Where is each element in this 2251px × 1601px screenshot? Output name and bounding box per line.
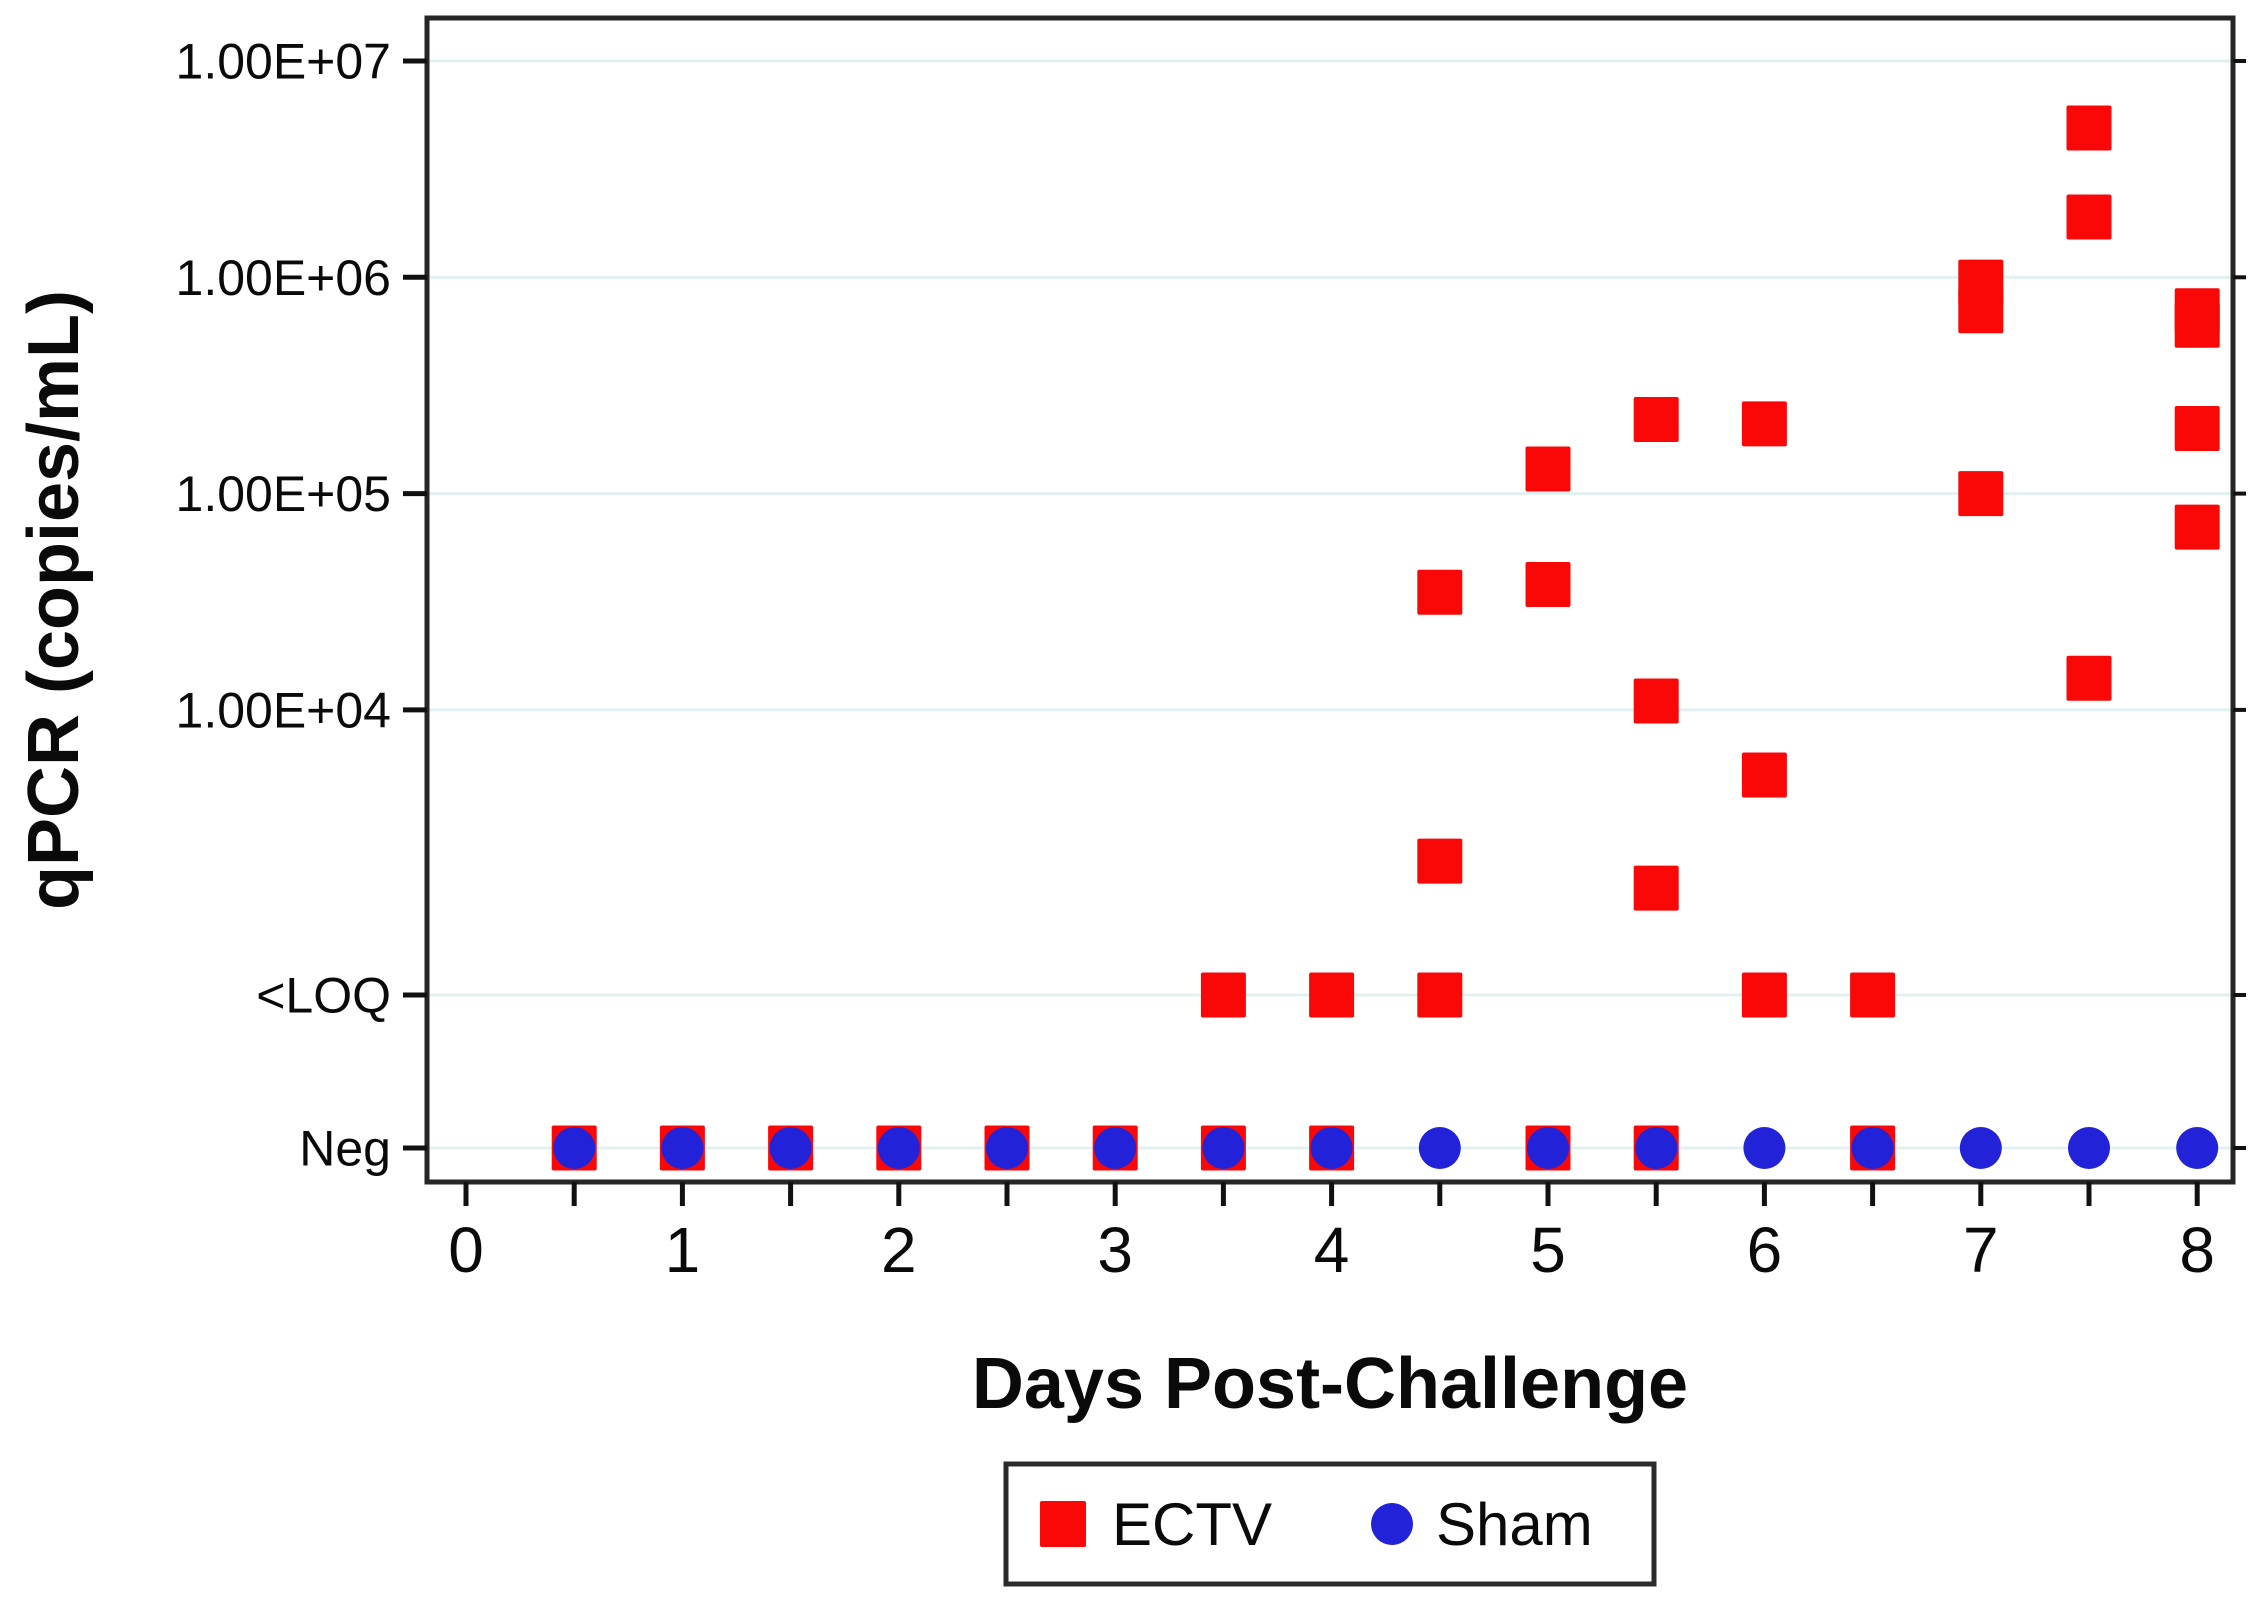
y-tick-label: 1.00E+04: [176, 682, 391, 738]
legend-ectv-label: ECTV: [1112, 1491, 1272, 1558]
sham-data-point: [1202, 1127, 1245, 1169]
y-tick-label: 1.00E+06: [176, 250, 391, 306]
ectv-data-point: [1417, 972, 1463, 1018]
ectv-data-point: [2066, 105, 2112, 151]
ectv-data-point: [1200, 972, 1246, 1018]
sham-data-point: [986, 1127, 1028, 1169]
sham-data-point: [2068, 1127, 2110, 1169]
y-tick-label: 1.00E+05: [176, 466, 391, 522]
sham-data-point: [1527, 1127, 1569, 1169]
ectv-data-point: [1958, 288, 2004, 334]
sham-data-point: [769, 1127, 812, 1169]
sham-data-point: [1743, 1127, 1786, 1169]
y-axis-title: qPCR (copies/mL): [14, 290, 94, 910]
sham-data-point: [877, 1127, 920, 1169]
ectv-data-point: [1309, 972, 1355, 1018]
sham-data-point: [1851, 1127, 1894, 1169]
plot-area: 1.00E+07 1.00E+06 1.00E+05 1.00E+04 <LOQ Neg 0…: [176, 15, 2246, 1286]
y-tick-label: <LOQ: [256, 968, 391, 1024]
ectv-data-point: [1633, 865, 1679, 911]
ectv-data-point: [1525, 446, 1571, 492]
sham-data-point: [553, 1127, 596, 1169]
y-tick-label: Neg: [299, 1121, 391, 1177]
ectv-data-point: [1741, 752, 1787, 798]
ectv-data-point: [1633, 397, 1679, 443]
ectv-data-point: [2174, 405, 2220, 451]
sham-data-point: [1094, 1127, 1137, 1169]
y-tick-label: 1.00E+07: [176, 34, 391, 90]
x-tick-label: 4: [1314, 1214, 1350, 1286]
ectv-data-point: [1633, 678, 1679, 724]
x-tick-label: 8: [2179, 1214, 2215, 1286]
legend: ECTV Sham: [1003, 1461, 1657, 1587]
sham-data-point: [1310, 1127, 1353, 1169]
sham-data-point: [1635, 1127, 1678, 1169]
legend-sham-label: Sham: [1436, 1491, 1593, 1558]
ectv-data-point: [1417, 569, 1463, 615]
ectv-data-point: [1417, 838, 1463, 884]
x-tick-label: 2: [881, 1214, 917, 1286]
x-tick-label: 5: [1530, 1214, 1566, 1286]
ectv-data-point: [1741, 401, 1787, 447]
ectv-data-point: [1525, 561, 1571, 607]
ectv-data-point: [2066, 194, 2112, 240]
sham-data-point: [1418, 1127, 1461, 1169]
ectv-data-point: [2066, 655, 2112, 701]
x-tick-label: 0: [448, 1214, 484, 1286]
x-axis-title: Days Post-Challenge: [972, 1344, 1688, 1424]
legend-ectv-square-icon: [1040, 1501, 1086, 1547]
sham-data-point: [661, 1127, 704, 1169]
sham-data-point: [1959, 1127, 2002, 1169]
sham-data-point: [2176, 1127, 2219, 1169]
ectv-data-point: [2174, 504, 2220, 550]
ectv-data-point: [1850, 972, 1896, 1018]
ectv-data-point: [1958, 471, 2004, 517]
ectv-data-point: [2174, 302, 2220, 348]
x-tick-label: 3: [1097, 1214, 1133, 1286]
x-tick-label: 1: [665, 1214, 701, 1286]
x-tick-label: 6: [1747, 1214, 1783, 1286]
legend-box: [1003, 1461, 1657, 1587]
x-tick-label: 7: [1963, 1214, 1999, 1286]
ectv-data-point: [1741, 972, 1787, 1018]
legend-sham-circle-icon: [1371, 1503, 1413, 1545]
